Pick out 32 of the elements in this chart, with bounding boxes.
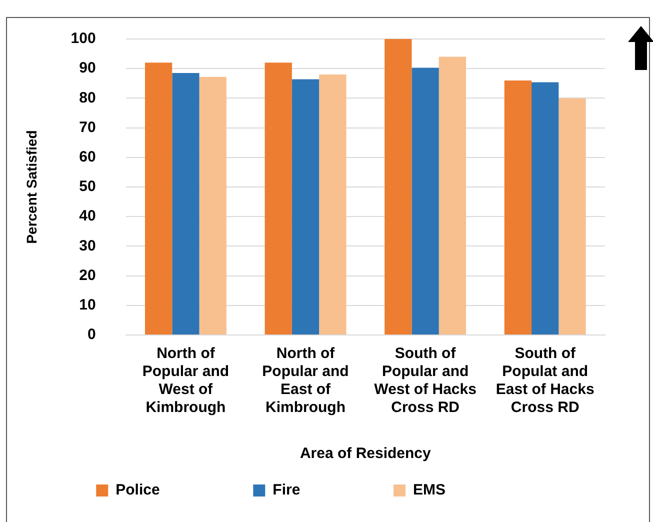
x-tick-label: South of Populat and East of Hacks Cross RD bbox=[496, 345, 594, 416]
bar bbox=[532, 82, 559, 334]
x-axis-title: Area of Residency bbox=[300, 445, 432, 462]
legend-label: EMS bbox=[413, 482, 529, 499]
y-tick-label: 30 bbox=[79, 237, 96, 254]
bar bbox=[384, 39, 412, 334]
bar bbox=[438, 56, 466, 334]
x-tick-label: South of Popular and West of Hacks Cross RD bbox=[374, 345, 476, 416]
y-tick-label: 70 bbox=[79, 118, 96, 136]
y-tick-label: 80 bbox=[79, 89, 96, 106]
x-tick-label: North of Popular and West of Kimbrough bbox=[142, 345, 230, 416]
bar bbox=[172, 73, 200, 334]
bar bbox=[292, 79, 320, 334]
bar bbox=[199, 76, 226, 334]
y-tick-label: 40 bbox=[79, 208, 96, 225]
bar bbox=[144, 62, 172, 334]
bar bbox=[319, 74, 346, 334]
y-tick-label: 10 bbox=[79, 296, 96, 314]
y-tick-label: 60 bbox=[79, 148, 96, 166]
bar bbox=[412, 68, 439, 334]
legend-label: Fire bbox=[272, 482, 384, 499]
bar bbox=[504, 80, 532, 334]
bar bbox=[264, 62, 292, 334]
y-axis-title: Percent Satisfied bbox=[23, 130, 40, 244]
y-tick-label: 90 bbox=[79, 60, 96, 77]
legend-label: Police bbox=[116, 482, 244, 499]
x-tick-label: North of Popular and East of Kimbrough bbox=[262, 345, 349, 416]
y-tick-label: 50 bbox=[79, 178, 96, 196]
y-tick-label: 20 bbox=[79, 266, 96, 284]
y-tick-label: 100 bbox=[70, 30, 96, 48]
bar bbox=[558, 98, 586, 334]
y-tick-label: 0 bbox=[87, 326, 96, 344]
